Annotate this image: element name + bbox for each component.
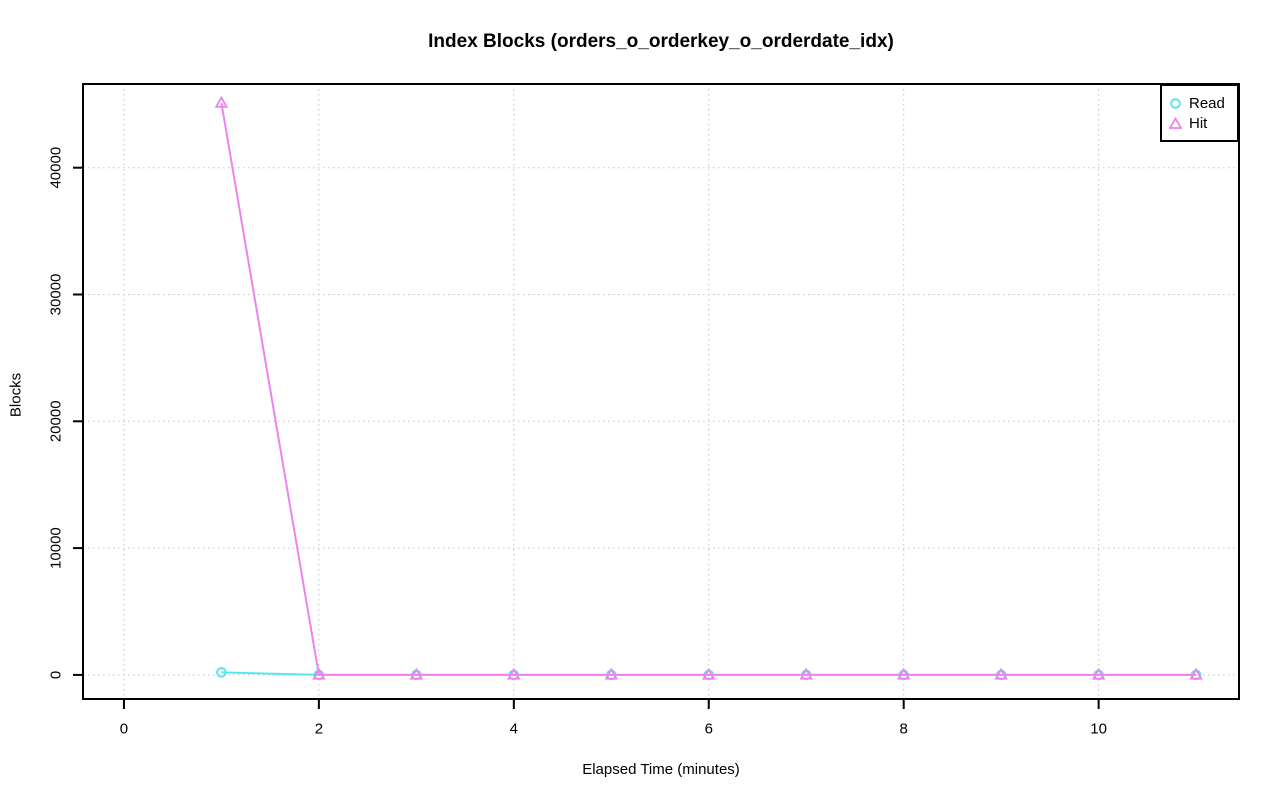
legend: Read Hit	[1160, 84, 1239, 142]
data-point-hit	[1091, 667, 1106, 680]
chart-title: Index Blocks (orders_o_orderkey_o_orderd…	[428, 31, 894, 52]
data-point-hit	[1189, 667, 1203, 680]
y-axis-tick-label: 40000	[48, 147, 65, 189]
data-point-hit	[896, 667, 911, 680]
legend-label-hit: Hit	[1189, 114, 1208, 132]
legend-item-read: Read	[1169, 95, 1237, 112]
series-line-hit	[220, 102, 1197, 676]
data-point-hit	[312, 667, 326, 680]
data-point-hit	[409, 667, 424, 680]
data-point-read	[216, 667, 227, 678]
data-point-hit	[604, 667, 619, 680]
x-axis-tick-label: 6	[705, 721, 713, 738]
x-axis-tick-label: 8	[900, 721, 908, 738]
legend-label-read: Read	[1189, 94, 1225, 112]
y-axis-tick-label: 0	[48, 671, 65, 679]
data-point-hit	[702, 667, 716, 680]
data-point-hit	[507, 667, 521, 680]
data-point-hit	[214, 95, 229, 108]
read-circle-icon	[1170, 97, 1181, 109]
y-axis-tick-label: 20000	[48, 400, 65, 442]
x-axis-tick-label: 0	[120, 721, 128, 738]
y-axis-tick-label: 10000	[48, 527, 65, 569]
x-axis-tick-label: 10	[1090, 721, 1107, 738]
data-point-hit	[994, 667, 1008, 680]
x-axis-tick-label: 2	[315, 721, 323, 738]
y-axis-tick-label: 30000	[48, 274, 65, 316]
legend-item-hit: Hit	[1169, 115, 1237, 132]
x-axis-tick-label: 4	[510, 721, 518, 738]
plot-box	[82, 83, 1240, 700]
hit-triangle-icon	[1169, 116, 1182, 129]
data-point-hit	[799, 667, 813, 680]
x-axis-title: Elapsed Time (minutes)	[582, 761, 740, 778]
